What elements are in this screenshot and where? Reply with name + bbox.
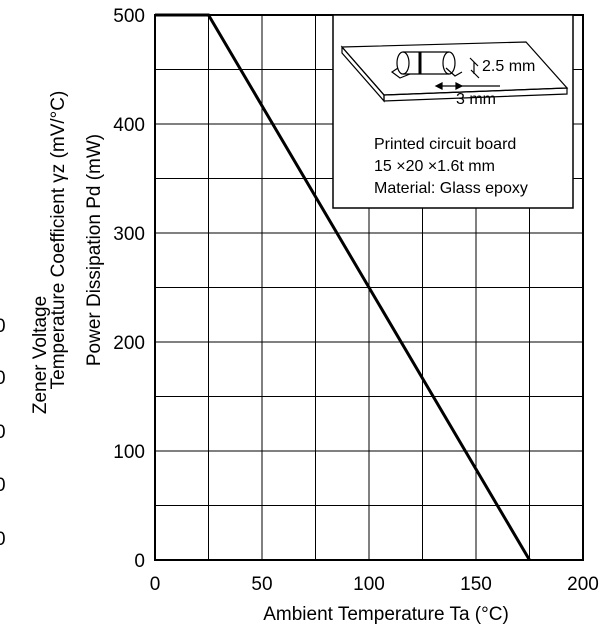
pcb-side-edge xyxy=(341,45,385,103)
y-tick-label: 500 xyxy=(113,6,145,27)
pad-right xyxy=(445,67,463,77)
diode-body xyxy=(403,51,449,75)
y-axis-title-line1: Zener Voltage xyxy=(30,296,51,414)
y-tick-label: 100 xyxy=(113,442,145,463)
inset-text-line2: 15 ×20 ×1.6t mm xyxy=(374,158,495,175)
clipped-tick-label: 0 xyxy=(0,475,6,496)
inset-dim-2-5mm: 2.5 mm xyxy=(482,58,535,75)
clipped-tick-label: 0 xyxy=(0,316,6,337)
pcb-illustration xyxy=(340,41,569,103)
y-axis-title-line3: Power Dissipation Pd (mW) xyxy=(84,134,105,366)
clipped-tick-label: 0 xyxy=(0,529,6,550)
x-tick-label: 150 xyxy=(460,574,492,595)
inset-frame xyxy=(332,14,574,209)
dim-arrows xyxy=(434,82,464,90)
x-tick-label: 200 xyxy=(567,574,599,595)
inset-text-line3: Material: Glass epoxy xyxy=(374,180,528,197)
y-tick-label: 0 xyxy=(134,551,145,572)
clipped-tick-label: 0 xyxy=(0,422,6,443)
x-tick-label: 0 xyxy=(150,574,161,595)
inset-dim-3mm: 3 mm xyxy=(456,91,496,108)
y-tick-label: 200 xyxy=(113,333,145,354)
y-axis-titles: Zener Voltage Temperature Coefficient γz… xyxy=(30,91,105,415)
inset-text-line1: Printed circuit board xyxy=(374,136,516,153)
x-tick-label: 100 xyxy=(353,574,385,595)
x-tick-label: 50 xyxy=(251,574,272,595)
x-tick-labels: 0 50 100 150 200 xyxy=(150,574,599,595)
diode-end-cap-right xyxy=(442,51,456,75)
pad-left xyxy=(390,67,411,79)
y-tick-label: 300 xyxy=(113,224,145,245)
inset-box: 2.5 mm 3 mm Printed circuit board 15 ×20… xyxy=(332,14,574,209)
y-tick-label: 400 xyxy=(113,115,145,136)
dim-marker-vertical xyxy=(469,57,480,79)
y-axis-title-line2: Temperature Coefficient γz (mV/°C) xyxy=(48,91,69,390)
y-tick-labels: 0 100 200 300 400 500 xyxy=(113,6,145,572)
x-axis-title: Ambient Temperature Ta (°C) xyxy=(263,604,509,625)
left-clipped-marks: 0 0 0 0 0 xyxy=(0,316,6,550)
clipped-tick-label: 0 xyxy=(0,368,6,389)
